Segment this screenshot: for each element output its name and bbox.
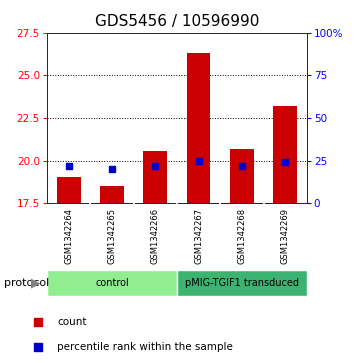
Text: GSM1342264: GSM1342264 — [64, 208, 73, 264]
Bar — [47, 270, 177, 296]
Bar — [230, 149, 254, 203]
Text: percentile rank within the sample: percentile rank within the sample — [57, 342, 233, 352]
Point — [109, 166, 115, 172]
Bar — [273, 106, 297, 203]
Bar — [100, 186, 124, 203]
Text: GSM1342269: GSM1342269 — [281, 208, 290, 264]
Text: control: control — [95, 278, 129, 288]
Point — [196, 158, 201, 163]
Text: ▶: ▶ — [31, 277, 41, 290]
Bar — [177, 270, 307, 296]
Point — [35, 344, 40, 350]
Text: pMIG-TGIF1 transduced: pMIG-TGIF1 transduced — [185, 278, 299, 288]
Text: GSM1342267: GSM1342267 — [194, 208, 203, 264]
Point — [66, 163, 71, 169]
Point — [282, 159, 288, 165]
Point — [152, 163, 158, 169]
Text: count: count — [57, 317, 87, 327]
Text: GSM1342265: GSM1342265 — [108, 208, 116, 264]
Point — [239, 163, 245, 169]
Title: GDS5456 / 10596990: GDS5456 / 10596990 — [95, 14, 259, 29]
Point — [35, 319, 40, 325]
Bar — [57, 177, 81, 203]
Text: GSM1342268: GSM1342268 — [238, 208, 246, 264]
Bar — [187, 53, 210, 203]
Text: protocol: protocol — [4, 278, 49, 288]
Text: GSM1342266: GSM1342266 — [151, 208, 160, 264]
Bar — [143, 151, 167, 203]
